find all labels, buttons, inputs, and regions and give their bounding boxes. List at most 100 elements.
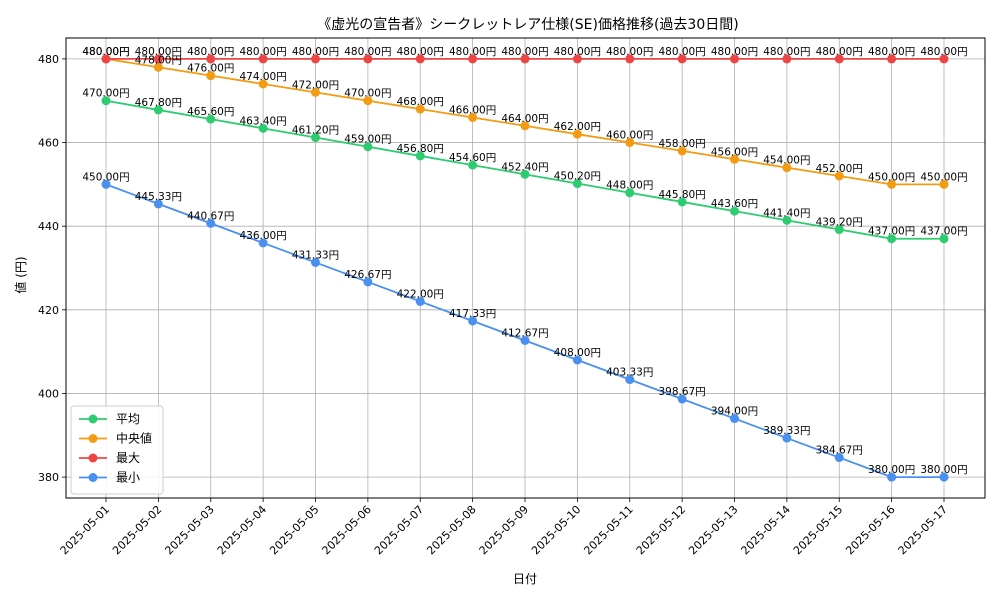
data-label: 480.00円 (82, 46, 129, 58)
data-label: 403.33円 (606, 367, 653, 379)
data-point (101, 179, 111, 189)
data-point (363, 277, 373, 287)
data-point (153, 105, 163, 115)
data-point (887, 179, 897, 189)
data-label: 408.00円 (554, 347, 601, 359)
data-label: 480.00円 (240, 46, 287, 58)
data-label: 389.33円 (763, 425, 810, 437)
data-point (782, 54, 792, 64)
legend-item: 最大 (79, 451, 140, 465)
data-label: 480.00円 (397, 46, 444, 58)
y-tick-label: 460 (38, 137, 59, 150)
data-point (834, 171, 844, 181)
x-tick-label: 2025-05-01 (58, 503, 112, 557)
data-label: 454.00円 (763, 155, 810, 167)
data-label: 412.67円 (501, 327, 548, 339)
data-label: 431.33円 (292, 249, 339, 261)
data-point (206, 71, 216, 81)
data-point (311, 133, 320, 143)
data-label: 445.80円 (659, 189, 706, 201)
data-label: 463.40円 (240, 115, 287, 127)
data-point (572, 355, 582, 365)
data-point (363, 96, 373, 106)
data-label: 480.00円 (344, 46, 391, 58)
legend-item: 最小 (79, 471, 140, 485)
data-point (625, 375, 635, 385)
data-point (887, 54, 897, 64)
data-label: 465.60円 (187, 106, 234, 118)
data-label: 437.00円 (868, 226, 915, 238)
data-point (206, 54, 216, 64)
data-point (939, 472, 949, 482)
data-point (730, 206, 739, 216)
legend-item: 平均 (79, 412, 140, 426)
data-label: 480.00円 (292, 46, 339, 58)
series-1 (101, 54, 949, 189)
x-tick-label: 2025-05-11 (581, 503, 635, 557)
legend-label: 最大 (116, 451, 140, 465)
data-label: 452.00円 (816, 163, 863, 175)
data-point (468, 316, 478, 326)
series-2 (101, 54, 949, 64)
data-label: 426.67円 (344, 269, 391, 281)
data-label: 478.00円 (135, 54, 182, 66)
data-label: 380.00円 (868, 464, 915, 476)
data-label: 480.00円 (82, 46, 129, 58)
data-point (258, 54, 268, 64)
data-label: 441.40円 (763, 207, 810, 219)
data-label: 450.00円 (82, 171, 129, 183)
data-label: 384.67円 (816, 445, 863, 457)
data-point (834, 453, 844, 463)
data-point (730, 154, 739, 164)
data-label: 480.00円 (816, 46, 863, 58)
data-point (677, 394, 687, 404)
y-tick-label: 400 (38, 387, 59, 400)
data-label: 464.00円 (501, 113, 548, 125)
x-tick-label: 2025-05-05 (267, 503, 321, 557)
data-label: 461.20円 (292, 125, 339, 137)
x-tick-label: 2025-05-12 (634, 503, 688, 557)
data-label: 460.00円 (606, 130, 653, 142)
legend-label: 中央値 (116, 431, 152, 446)
data-label: 452.40円 (501, 161, 548, 173)
legend-swatch-marker (88, 434, 98, 443)
x-tick-label: 2025-05-04 (215, 503, 269, 557)
y-tick-label: 480 (38, 53, 59, 66)
data-point (153, 199, 163, 209)
data-point (415, 151, 425, 161)
data-point (834, 54, 844, 64)
data-label: 474.00円 (240, 71, 287, 83)
data-point (939, 179, 949, 189)
legend-label: 平均 (116, 412, 140, 426)
data-labels: 470.00円 467.80円 465.60円 463.40円 461.20円 459.0… (82, 46, 967, 476)
data-label: 480.00円 (606, 46, 653, 58)
data-label: 459.00円 (344, 134, 391, 146)
data-point (258, 79, 268, 89)
data-point (520, 54, 530, 64)
data-label: 470.00円 (344, 88, 391, 100)
y-tick-label: 440 (38, 220, 59, 233)
data-label: 470.00円 (82, 88, 129, 100)
y-tick-label: 420 (38, 304, 59, 317)
data-label: 450.00円 (868, 171, 915, 183)
y-tick-label: 380 (38, 471, 59, 484)
legend-box (70, 405, 164, 495)
data-label: 466.00円 (449, 104, 496, 116)
x-tick-label: 2025-05-02 (110, 503, 164, 557)
data-label: 394.00円 (711, 406, 758, 418)
data-point (153, 54, 163, 64)
legend-label: 最小 (116, 471, 140, 485)
data-point (939, 54, 949, 64)
data-point (572, 129, 582, 139)
plot-frame (65, 37, 986, 499)
x-tick-label: 2025-05-15 (791, 503, 845, 557)
data-point (468, 160, 478, 170)
data-point (834, 225, 844, 235)
data-point (625, 188, 635, 198)
data-label: 422.00円 (397, 288, 444, 300)
data-point (258, 123, 268, 133)
data-point (415, 54, 425, 64)
data-point (311, 54, 320, 64)
